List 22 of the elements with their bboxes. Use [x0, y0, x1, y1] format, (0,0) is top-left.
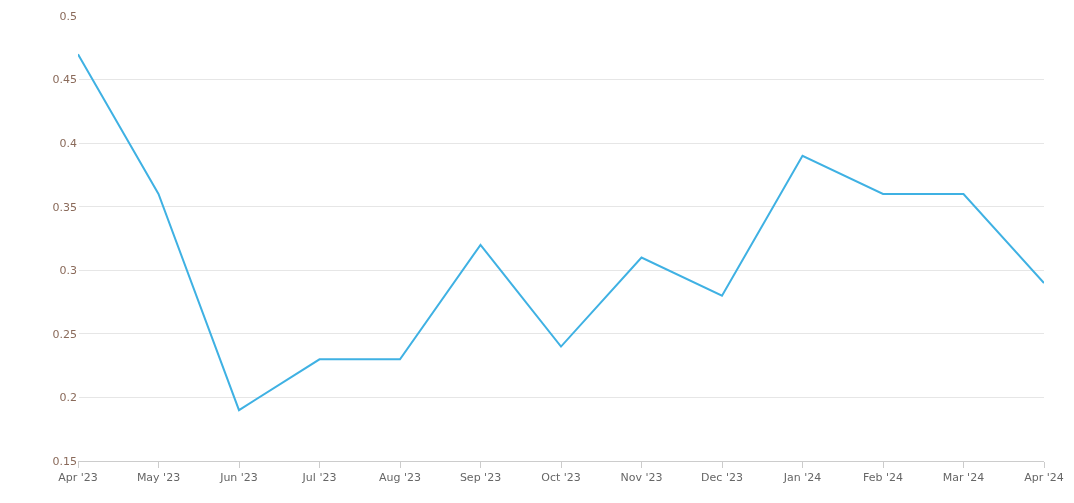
- x-tick-label: May '23: [136, 471, 181, 485]
- x-tick-label: Sep '23: [459, 471, 502, 485]
- y-tick-label: 0.2: [59, 391, 77, 405]
- line-series: [78, 53, 1044, 412]
- y-tick-label: 0.35: [52, 200, 77, 214]
- y-tick-label: 0.25: [52, 327, 77, 341]
- y-tick-label: 0.45: [52, 73, 77, 87]
- x-tick-label: Feb '24: [863, 471, 903, 485]
- y-tick-label: 0.4: [59, 136, 77, 150]
- y-tick-label: 0.5: [59, 9, 77, 23]
- x-tick-label: Apr '24: [1024, 471, 1064, 485]
- x-tick-label: Jun '23: [219, 471, 258, 485]
- x-tick-label: Oct '23: [541, 471, 581, 485]
- x-tick-label: Aug '23: [379, 471, 421, 485]
- x-tick-label: Apr '23: [58, 471, 98, 485]
- x-tick-label: Nov '23: [620, 471, 663, 485]
- x-tick-label: Dec '23: [701, 471, 743, 485]
- y-tick-label: 0.3: [59, 264, 77, 278]
- x-tick-label: Jul '23: [301, 471, 337, 485]
- x-tick-label: Jan '24: [782, 471, 822, 485]
- y-tick-label: 0.15: [52, 454, 77, 468]
- x-tick-label: Mar '24: [942, 471, 985, 485]
